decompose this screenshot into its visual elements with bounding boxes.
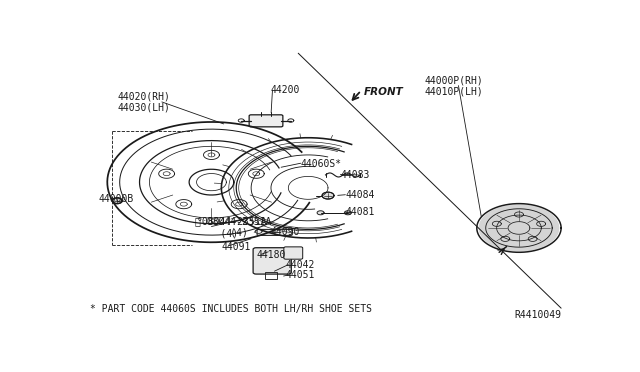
Text: 44091: 44091 bbox=[221, 241, 251, 251]
Text: 44081: 44081 bbox=[346, 207, 375, 217]
FancyBboxPatch shape bbox=[284, 247, 303, 259]
FancyBboxPatch shape bbox=[257, 230, 292, 235]
Text: * PART CODE 44060S INCLUDES BOTH LH/RH SHOE SETS: * PART CODE 44060S INCLUDES BOTH LH/RH S… bbox=[90, 304, 372, 314]
Text: Ⓑ 08044-2351A
      (4): Ⓑ 08044-2351A (4) bbox=[195, 216, 271, 237]
Text: 44000B: 44000B bbox=[99, 194, 134, 204]
FancyBboxPatch shape bbox=[249, 115, 283, 127]
Text: 44060S*: 44060S* bbox=[301, 158, 342, 169]
FancyBboxPatch shape bbox=[253, 248, 291, 274]
Text: 44020(RH)
44030(LH): 44020(RH) 44030(LH) bbox=[117, 91, 170, 113]
Polygon shape bbox=[344, 211, 351, 215]
Text: FRONT: FRONT bbox=[364, 87, 403, 97]
Text: 44000P(RH)
44010P(LH): 44000P(RH) 44010P(LH) bbox=[425, 76, 483, 97]
Text: 44042: 44042 bbox=[286, 260, 316, 270]
Text: 44083: 44083 bbox=[340, 170, 370, 180]
Text: 44090: 44090 bbox=[271, 227, 300, 237]
Text: 44200: 44200 bbox=[271, 86, 300, 96]
Text: 44180: 44180 bbox=[256, 250, 285, 260]
Polygon shape bbox=[317, 211, 324, 215]
Text: 44084: 44084 bbox=[346, 190, 375, 200]
Polygon shape bbox=[479, 205, 559, 251]
Text: °08044-2351A
    (4): °08044-2351A (4) bbox=[196, 217, 267, 239]
Polygon shape bbox=[112, 198, 122, 203]
Text: R4410049: R4410049 bbox=[514, 310, 561, 320]
Text: 44051: 44051 bbox=[286, 270, 316, 280]
Polygon shape bbox=[322, 192, 334, 199]
